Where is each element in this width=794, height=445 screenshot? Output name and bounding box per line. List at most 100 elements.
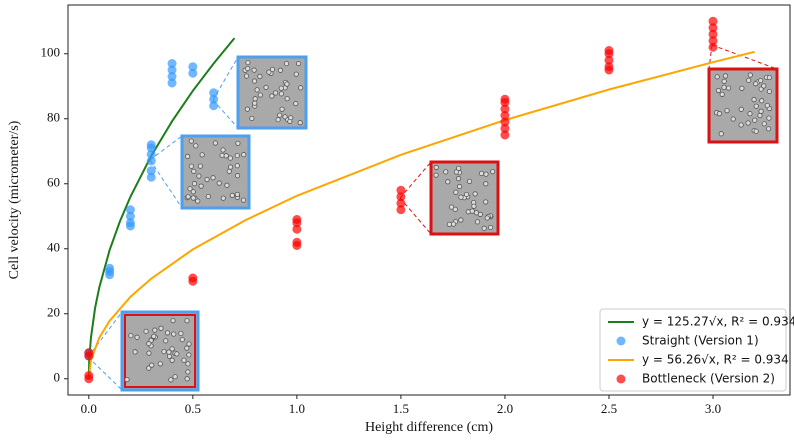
inset-cell: [149, 362, 155, 368]
data-point: [500, 124, 510, 133]
inset-cell: [478, 170, 485, 177]
inset-cell: [164, 330, 171, 336]
inset-cell: [245, 59, 251, 66]
inset-connector: [711, 44, 778, 70]
inset-cell: [448, 204, 455, 210]
data-point: [125, 205, 135, 215]
inset-cell: [224, 182, 230, 188]
y-tick-label: 0: [54, 370, 61, 385]
data-point: [84, 348, 94, 358]
data-point: [708, 36, 718, 46]
inset-cell: [456, 183, 463, 190]
inset-cell: [277, 112, 283, 118]
inset-cell: [753, 81, 759, 87]
inset-connector: [87, 311, 123, 358]
inset-cell: [132, 349, 138, 355]
inset-cell: [279, 106, 285, 112]
data-point: [146, 156, 156, 166]
inset-inner-border: [124, 314, 196, 388]
inset-cell: [714, 74, 720, 80]
y-axis-label: Cell velocity (micrometer/s): [7, 120, 22, 279]
inset-connector: [149, 159, 183, 209]
data-point: [396, 198, 406, 208]
inset-cell: [490, 169, 496, 175]
legend-label: y = 125.27√x, R² = 0.934: [642, 315, 794, 329]
inset-cell: [263, 84, 269, 91]
data-point: [167, 72, 177, 81]
inset-cell: [226, 168, 232, 174]
inset-cell: [146, 365, 152, 371]
inset-cell: [287, 118, 293, 125]
data-point: [292, 224, 302, 234]
inset-cell: [433, 164, 439, 170]
inset-cell: [186, 352, 192, 358]
inset-cell: [223, 153, 229, 159]
data-point: [396, 205, 406, 215]
x-tick-label: 1.0: [289, 401, 305, 416]
inset-cell: [751, 97, 757, 103]
inset-cell: [227, 155, 233, 161]
inset-cell: [472, 191, 478, 197]
inset-cell: [186, 341, 192, 347]
data-point: [500, 111, 510, 120]
inset-cell: [298, 85, 304, 91]
data-point: [396, 192, 406, 202]
inset-cell: [244, 106, 250, 112]
inset-cell: [761, 121, 767, 127]
inset-cell: [747, 72, 753, 78]
inset-cell: [152, 327, 158, 333]
insets: [87, 44, 779, 392]
data-point: [604, 55, 614, 65]
y-tick-label: 20: [47, 305, 60, 320]
inset-cell: [277, 67, 284, 73]
data-point: [500, 130, 510, 140]
inset-cell: [483, 199, 489, 205]
inset-cell: [487, 224, 494, 231]
inset-cell: [471, 203, 477, 209]
inset-cell: [721, 78, 727, 84]
inset-cell: [455, 176, 462, 182]
inset-cell: [249, 115, 255, 122]
inset-cell: [124, 377, 130, 383]
inset-cell: [761, 83, 767, 89]
inset-cell: [128, 332, 134, 339]
inset-cell: [484, 215, 490, 221]
inset-cell: [178, 330, 184, 337]
inset-cell: [146, 350, 152, 356]
x-tick-label: 1.5: [393, 401, 409, 416]
inset-cell: [191, 181, 198, 187]
inset-cell: [252, 100, 258, 106]
data-point: [209, 94, 219, 104]
inset-cell: [241, 152, 247, 158]
legend-swatch: [616, 336, 626, 346]
inset-cell: [168, 377, 174, 383]
inset-cell: [205, 193, 211, 200]
inset-cell: [452, 206, 458, 212]
data-point: [146, 140, 156, 150]
inset-cell: [433, 172, 439, 178]
inset-cell: [193, 143, 199, 149]
inset-cell: [243, 73, 250, 79]
inset-cell: [220, 195, 226, 201]
inset-cell: [196, 173, 202, 179]
inset-cell: [483, 181, 489, 187]
inset-cell: [722, 73, 729, 79]
inset-cell: [188, 138, 194, 144]
y-tick-label: 80: [47, 110, 60, 125]
x-tick-label: 0.0: [81, 401, 97, 416]
data-point: [167, 78, 177, 88]
x-tick-label: 3.0: [705, 401, 721, 416]
inset-cell: [169, 346, 175, 352]
inset-cell: [738, 122, 744, 128]
inset-cell: [234, 191, 240, 198]
inset-cell: [163, 338, 169, 344]
data-point: [708, 23, 718, 33]
inset-cell: [184, 318, 190, 324]
plot-frame: [67, 4, 791, 396]
inset-cell: [184, 345, 190, 351]
data-point: [500, 117, 510, 127]
inset-cell: [143, 328, 149, 334]
inset-cell: [210, 175, 216, 181]
data-point: [209, 101, 219, 111]
inset-cell: [757, 112, 763, 119]
